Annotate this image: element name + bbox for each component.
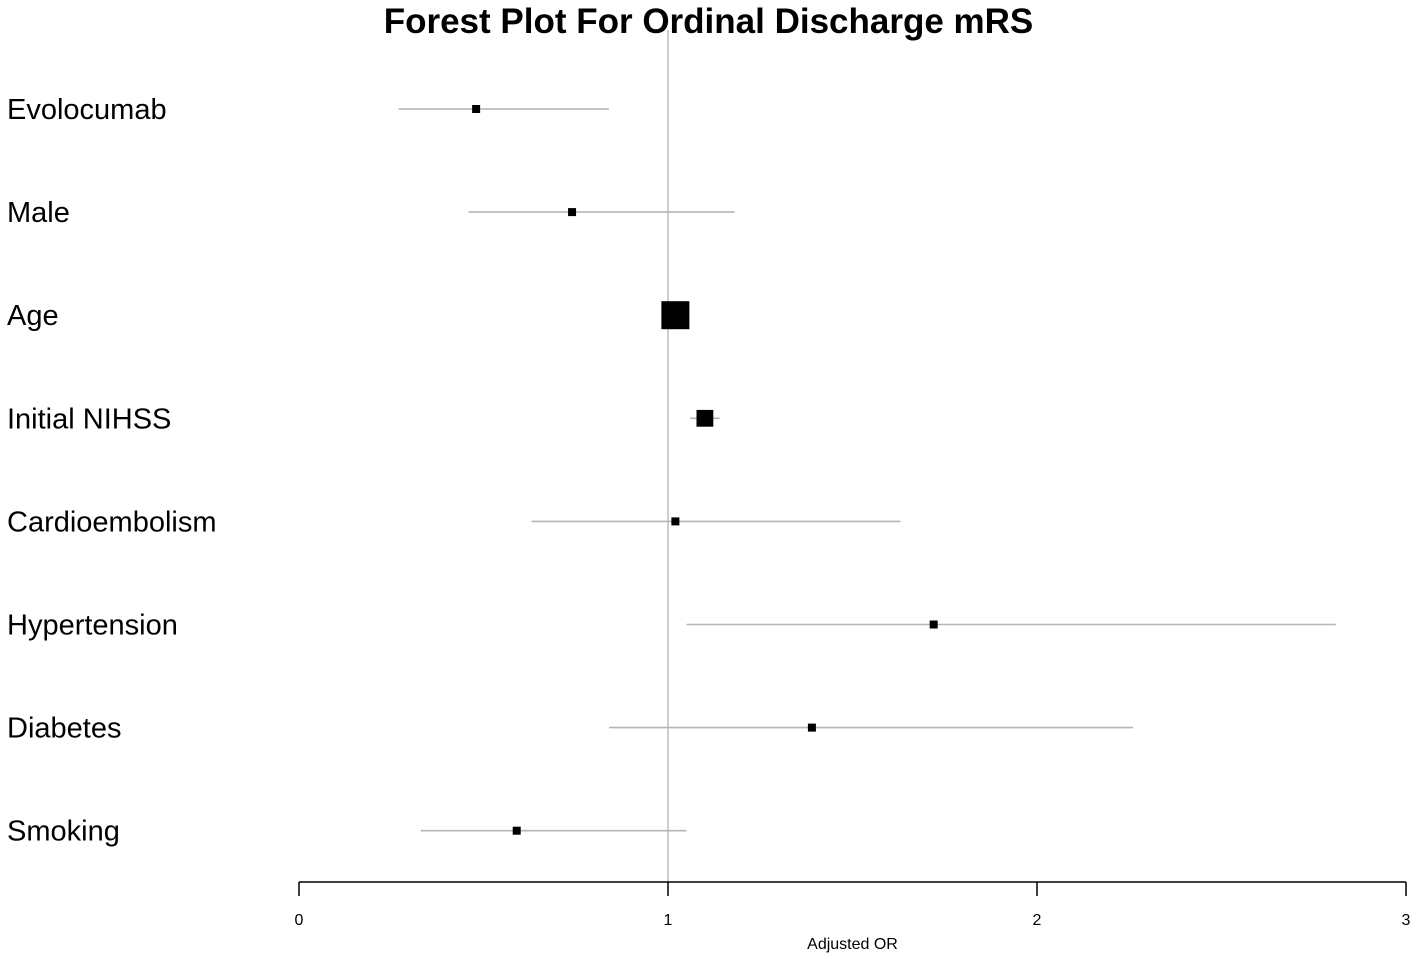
row-label: Hypertension xyxy=(7,610,178,642)
row-label: Evolocumab xyxy=(7,94,167,126)
x-tick-label: 1 xyxy=(664,912,673,929)
estimate-marker xyxy=(472,105,481,113)
row-label: Male xyxy=(7,197,70,229)
row-label-layer: Evolocumab Male Age Initial NIHSS Cardioembo… xyxy=(7,94,217,848)
x-tick-label: 2 xyxy=(1033,912,1042,929)
row-label: Diabetes xyxy=(7,713,121,745)
row-label: Cardioembolism xyxy=(7,506,217,538)
estimate-marker-layer xyxy=(472,105,938,835)
x-tick-label: 0 xyxy=(295,912,304,929)
estimate-marker xyxy=(661,301,690,330)
estimate-marker xyxy=(929,620,938,629)
row-label: Age xyxy=(7,300,59,332)
row-label: Smoking xyxy=(7,816,120,848)
chart-title: Forest Plot For Ordinal Discharge mRS xyxy=(383,2,1034,41)
estimate-marker xyxy=(807,723,816,732)
x-axis: 0 1 2 3 Adjusted OR xyxy=(295,881,1411,953)
estimate-marker xyxy=(671,517,680,526)
confidence-interval-layer xyxy=(398,108,1336,832)
estimate-marker xyxy=(512,826,521,835)
x-axis-title: Adjusted OR xyxy=(807,936,898,953)
x-tick-label: 3 xyxy=(1402,912,1411,929)
row-label: Initial NIHSS xyxy=(7,403,171,435)
estimate-marker xyxy=(696,409,714,427)
estimate-marker xyxy=(568,208,577,217)
